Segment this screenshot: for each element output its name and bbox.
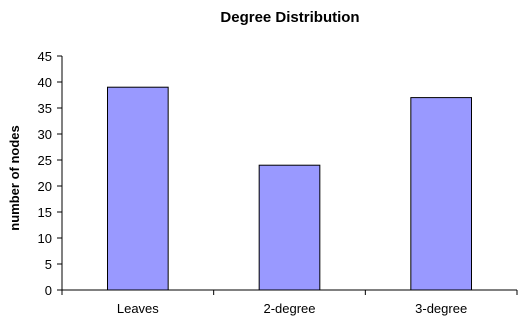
y-tick-label: 45 xyxy=(38,49,52,64)
y-tick-label: 0 xyxy=(45,283,52,298)
chart-title: Degree Distribution xyxy=(220,9,359,26)
x-tick-label: Leaves xyxy=(117,301,159,316)
bar-leaves xyxy=(107,86,169,291)
bar-2-degree xyxy=(258,164,321,291)
y-tick-label: 20 xyxy=(38,179,52,194)
y-tick-label: 25 xyxy=(38,153,52,168)
x-tick-label: 2-degree xyxy=(263,301,315,316)
plot-area: 0 5 10 15 20 25 30 35 40 45 Leaves 2-degree 3-degree xyxy=(38,49,518,316)
y-tick-label: 35 xyxy=(38,101,52,116)
y-tick-label: 40 xyxy=(38,75,52,90)
bar-3-degree xyxy=(410,97,473,291)
y-tick-label: 15 xyxy=(38,205,52,220)
y-tick-label: 30 xyxy=(38,127,52,142)
x-tick-label: 3-degree xyxy=(415,301,467,316)
y-tick-label: 5 xyxy=(45,257,52,272)
y-axis-label: number of nodes xyxy=(7,125,22,230)
y-tick-label: 10 xyxy=(38,231,52,246)
